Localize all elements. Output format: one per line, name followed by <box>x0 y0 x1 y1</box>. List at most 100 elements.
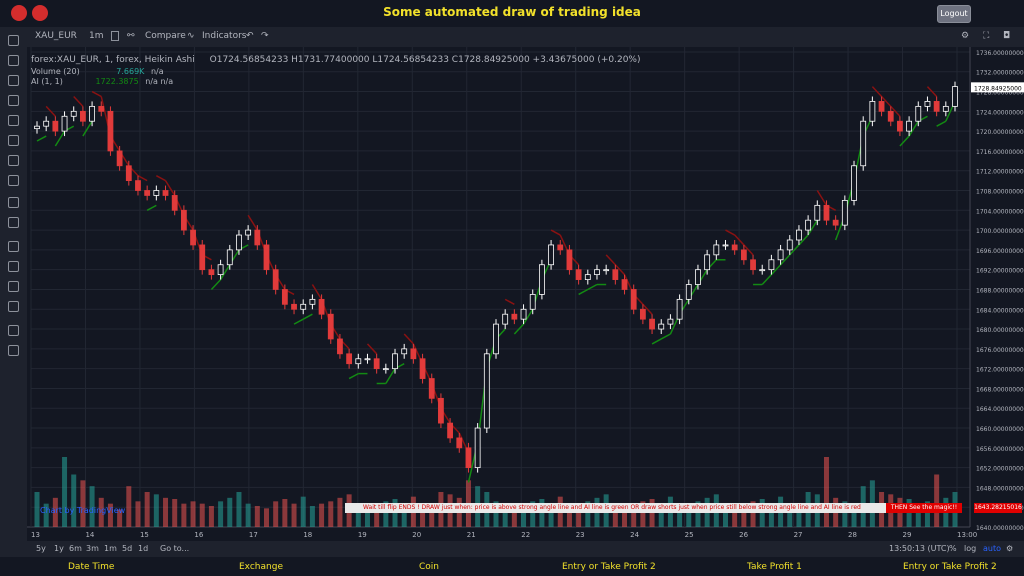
x-tick-label: 20 <box>412 531 421 539</box>
range-6m[interactable]: 6m <box>69 544 82 553</box>
range-3m[interactable]: 3m <box>86 544 99 553</box>
candle-body <box>685 284 692 300</box>
volume-bar <box>153 494 159 527</box>
log-toggle[interactable]: log <box>964 544 977 553</box>
candle-body <box>180 209 187 231</box>
x-tick-label: 14 <box>85 531 94 539</box>
volume-bar <box>126 486 132 527</box>
ai-line-segment <box>155 174 166 182</box>
logout-button[interactable]: Logout <box>937 5 971 23</box>
ai-label[interactable]: AI (1, 1) <box>31 77 63 86</box>
candle-body <box>722 244 729 247</box>
x-tick-label: 17 <box>249 531 258 539</box>
ai-line-segment <box>725 229 736 236</box>
y-tick-label: 1652.00000000 <box>976 466 1024 473</box>
interval-button[interactable]: 1m <box>89 31 104 41</box>
ai-line-segment <box>247 214 258 231</box>
range-1d[interactable]: 1d <box>138 544 149 553</box>
candle-body <box>832 219 839 226</box>
lock-drawing-icon[interactable] <box>8 261 19 272</box>
price-chart[interactable]: 1640.000000001644.000000001648.000000001… <box>27 47 1024 541</box>
logo-icon <box>11 5 27 21</box>
candle-body <box>263 244 270 271</box>
camera-icon[interactable]: ◘ <box>1003 31 1011 41</box>
candle-body <box>667 318 674 325</box>
range-5d[interactable]: 5d <box>122 544 133 553</box>
trash-icon[interactable] <box>8 345 19 356</box>
ai-line-segment <box>45 105 56 117</box>
ai-line-segment <box>642 303 653 315</box>
ai-line-segment <box>871 86 883 97</box>
brush-icon[interactable] <box>8 95 19 106</box>
volume-bar <box>585 501 591 527</box>
y-tick-label: 1700.00000000 <box>976 228 1024 235</box>
ruler-icon[interactable] <box>8 197 19 208</box>
volume-bar <box>218 501 224 527</box>
percent-toggle[interactable]: % <box>949 544 957 553</box>
arrow-icon[interactable] <box>8 175 19 186</box>
candle-body <box>281 289 288 305</box>
redo-icon[interactable]: ↷ <box>261 31 269 41</box>
ai-line-segment <box>743 244 754 256</box>
zoom-icon[interactable] <box>8 217 19 228</box>
magnet-icon[interactable] <box>8 241 19 252</box>
candle-body <box>162 190 169 196</box>
tradingview-watermark[interactable]: Chart by TradingView <box>40 506 126 515</box>
compare-button[interactable]: Compare <box>145 31 186 41</box>
volume-bar <box>649 499 655 527</box>
legend-title[interactable]: forex:XAU_EUR, 1, forex, Heikin Ashi <box>31 55 195 65</box>
candle-body <box>116 150 123 167</box>
volume-bar <box>658 503 664 527</box>
range-1y[interactable]: 1y <box>54 544 64 553</box>
candle-body <box>649 318 655 330</box>
range-1m[interactable]: 1m <box>104 544 117 553</box>
y-tick-label: 1692.00000000 <box>976 268 1024 275</box>
y-tick-label: 1720.00000000 <box>976 129 1024 136</box>
auto-toggle[interactable]: auto <box>983 544 1002 553</box>
undo-icon[interactable]: ↶ <box>246 31 254 41</box>
lock-icon[interactable] <box>8 281 19 292</box>
candle-body <box>382 368 389 371</box>
ai-line-segment <box>522 308 534 325</box>
banner-text: Wait till flip ENDS ! DRAW just when: pr… <box>363 504 861 511</box>
crosshair-icon[interactable] <box>8 35 19 46</box>
volume-bar <box>282 499 288 527</box>
volume-label[interactable]: Volume (20) <box>31 67 80 76</box>
symbol-button[interactable]: XAU_EUR <box>35 31 77 41</box>
candle-body <box>401 348 408 355</box>
settings-icon[interactable]: ⚙ <box>961 31 970 41</box>
volume-bar <box>291 503 297 527</box>
fullscreen-icon[interactable]: ⛶ <box>983 31 990 41</box>
candles-icon[interactable] <box>111 31 119 41</box>
ai-line-segment <box>311 284 323 300</box>
range-5y[interactable]: 5y <box>36 544 46 553</box>
volume-bar <box>612 503 618 527</box>
text-icon[interactable] <box>8 115 19 126</box>
candle-body <box>575 269 582 280</box>
candle-body <box>217 264 224 276</box>
scale-settings-icon[interactable]: ⚙ <box>1006 544 1014 553</box>
indicators-button[interactable]: Indicators <box>202 31 247 41</box>
x-tick-label: 13 <box>31 531 40 539</box>
candle-body <box>924 101 931 107</box>
candle-body <box>539 264 545 295</box>
goto-button[interactable]: Go to... <box>160 544 190 553</box>
fib-icon[interactable] <box>8 75 19 86</box>
eye-icon[interactable] <box>8 301 19 312</box>
volume-bar <box>383 501 389 527</box>
volume-bar <box>539 499 545 527</box>
x-tick-label: 24 <box>630 531 639 539</box>
volume-bar <box>640 501 646 527</box>
candle-body <box>245 229 252 236</box>
measure-icon[interactable] <box>8 155 19 166</box>
volume-bar <box>622 506 628 527</box>
volume-bar <box>355 503 361 527</box>
pattern-icon[interactable] <box>8 135 19 146</box>
layers-icon[interactable] <box>8 325 19 336</box>
volume-bar <box>493 501 499 527</box>
candle-body <box>823 204 830 221</box>
volume-bar <box>521 508 527 527</box>
trendline-icon[interactable] <box>8 55 19 66</box>
candle-body <box>915 105 922 122</box>
candle-body <box>750 259 756 271</box>
